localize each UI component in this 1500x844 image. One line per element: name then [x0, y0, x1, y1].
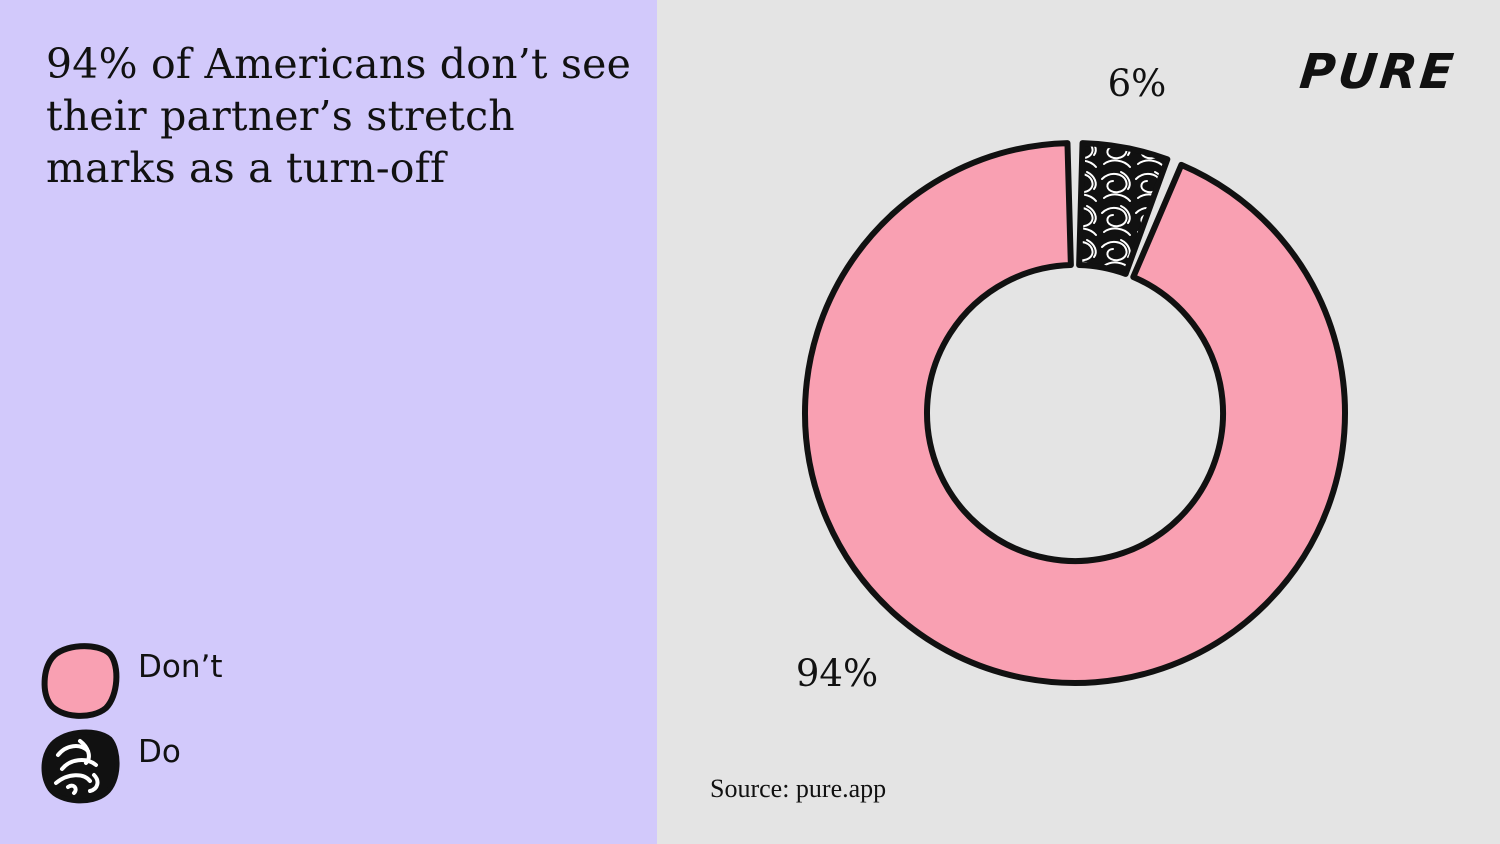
legend-item-do: Do — [40, 725, 300, 805]
source-note: Source: pure.app — [710, 774, 887, 803]
right-panel — [657, 0, 1500, 844]
data-label-do: 6% — [1108, 62, 1167, 105]
pink-blob-swatch-icon — [41, 643, 120, 719]
slice-do — [1076, 140, 1171, 277]
headline: 94% of Americans don’t see their partner… — [46, 40, 632, 192]
donut-labels: 6% 94% — [796, 62, 1166, 695]
legend-item-dont: Don’t — [40, 640, 300, 720]
legend-label-dont: Don’t — [138, 649, 223, 685]
donut-slices — [802, 140, 1348, 686]
black-scribble-swatch-icon — [41, 729, 120, 804]
legend-label-do: Do — [138, 734, 181, 770]
data-label-don-t: 94% — [796, 652, 878, 695]
donut-chart: 6% 94% — [796, 62, 1348, 695]
slice-don-t — [802, 140, 1348, 686]
